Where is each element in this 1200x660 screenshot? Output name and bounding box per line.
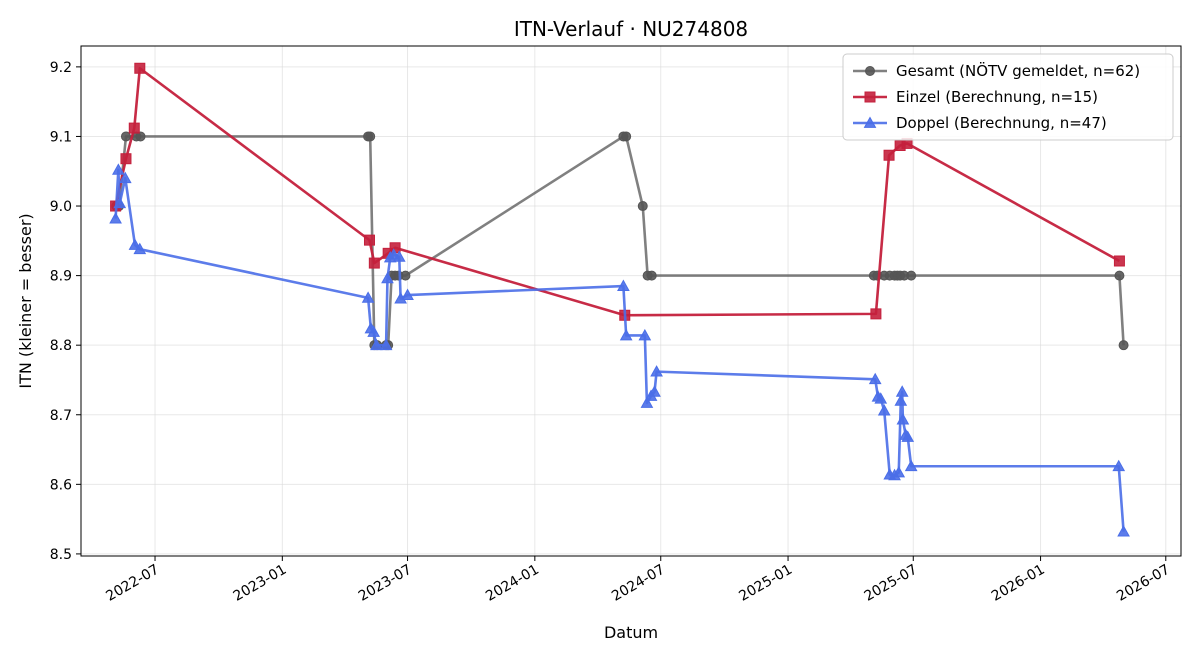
data-point <box>400 270 411 281</box>
data-point <box>896 413 910 425</box>
legend-box <box>842 53 1174 141</box>
data-point <box>650 365 663 377</box>
data-series <box>109 62 1130 537</box>
series-square <box>110 62 1125 321</box>
y-axis: 8.5 8.6 8.7 8.8 8.9 9.0 9.1 9.2 <box>50 60 81 563</box>
legend-marker <box>864 91 876 103</box>
data-point <box>901 430 915 442</box>
data-point <box>1117 525 1130 537</box>
data-point <box>877 404 891 416</box>
data-point <box>895 385 909 397</box>
data-point <box>365 131 376 142</box>
data-point <box>381 271 394 284</box>
data-point <box>133 242 147 255</box>
data-point <box>1112 459 1126 472</box>
y-tick-label: 8.9 <box>50 269 72 285</box>
y-tick-label: 8.5 <box>50 547 72 563</box>
data-point <box>883 149 895 161</box>
data-point <box>894 394 908 406</box>
data-point <box>401 288 414 300</box>
legend-label: Doppel (Berechnung, n=47) <box>896 114 1107 132</box>
legend-entry: Einzel (Berechnung, n=15) <box>853 88 1098 106</box>
legend-label: Gesamt (NÖTV gemeldet, n=62) <box>896 61 1140 80</box>
data-point <box>1113 255 1125 267</box>
data-point <box>134 62 146 74</box>
data-point <box>1118 340 1129 351</box>
data-point <box>621 131 632 142</box>
data-point <box>392 250 406 262</box>
data-point <box>640 396 654 408</box>
legend: Gesamt (NÖTV gemeldet, n=62) Einzel (Bere… <box>842 53 1174 141</box>
y-tick-label: 8.7 <box>50 408 72 424</box>
data-point <box>367 325 380 337</box>
chart-title: ITN-Verlauf · NU274808 <box>514 17 748 41</box>
data-point <box>361 291 375 303</box>
y-axis-title: ITN (kleiner = besser) <box>16 213 35 388</box>
data-point <box>648 385 661 397</box>
legend-label: Einzel (Berechnung, n=15) <box>896 88 1098 106</box>
x-axis-title: Datum <box>604 623 658 642</box>
y-tick-label: 8.8 <box>50 338 72 354</box>
data-point <box>1114 270 1125 281</box>
legend-entry: Gesamt (NÖTV gemeldet, n=62) <box>853 61 1140 80</box>
data-point <box>868 372 882 385</box>
y-tick-label: 9.2 <box>50 60 72 76</box>
data-point <box>118 171 132 184</box>
legend-marker <box>863 116 877 128</box>
data-point <box>109 212 122 224</box>
data-point <box>906 270 917 281</box>
data-point <box>379 338 393 351</box>
grid-lines <box>81 46 1181 556</box>
data-point <box>120 131 131 142</box>
data-point <box>892 465 906 478</box>
data-point <box>128 122 140 134</box>
data-point <box>112 163 125 175</box>
data-point <box>120 153 132 165</box>
data-point <box>617 279 630 291</box>
data-point <box>135 131 146 142</box>
data-point <box>870 308 882 320</box>
legend-entry: Doppel (Berechnung, n=47) <box>853 114 1107 132</box>
data-point <box>904 459 918 472</box>
data-point <box>370 338 383 351</box>
data-point <box>619 328 633 341</box>
y-tick-label: 9.0 <box>50 199 72 215</box>
y-tick-label: 9.1 <box>50 129 72 145</box>
data-point <box>113 196 127 209</box>
plot-frame <box>80 45 1182 557</box>
data-point <box>638 328 652 341</box>
legend-marker <box>865 66 875 76</box>
data-point <box>363 234 375 246</box>
data-point <box>368 257 380 269</box>
series-triangle <box>109 163 1130 537</box>
y-tick-label: 8.6 <box>50 477 72 493</box>
data-point <box>646 270 657 281</box>
data-point <box>637 201 648 212</box>
data-point <box>874 392 888 404</box>
